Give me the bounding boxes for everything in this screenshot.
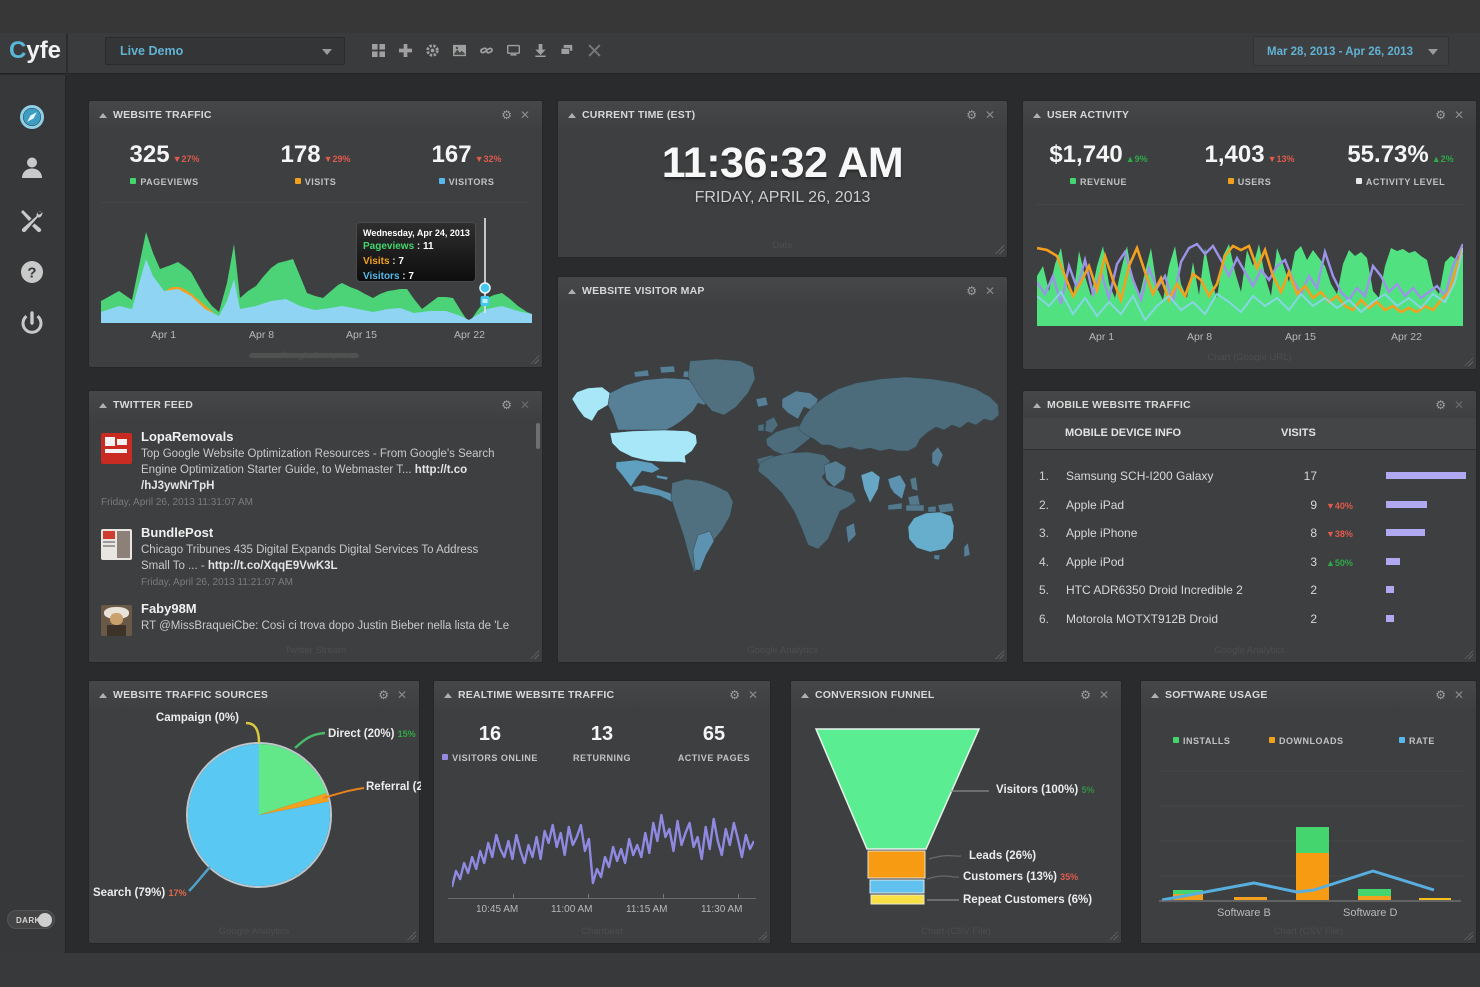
svg-text:?: ? bbox=[27, 265, 36, 282]
